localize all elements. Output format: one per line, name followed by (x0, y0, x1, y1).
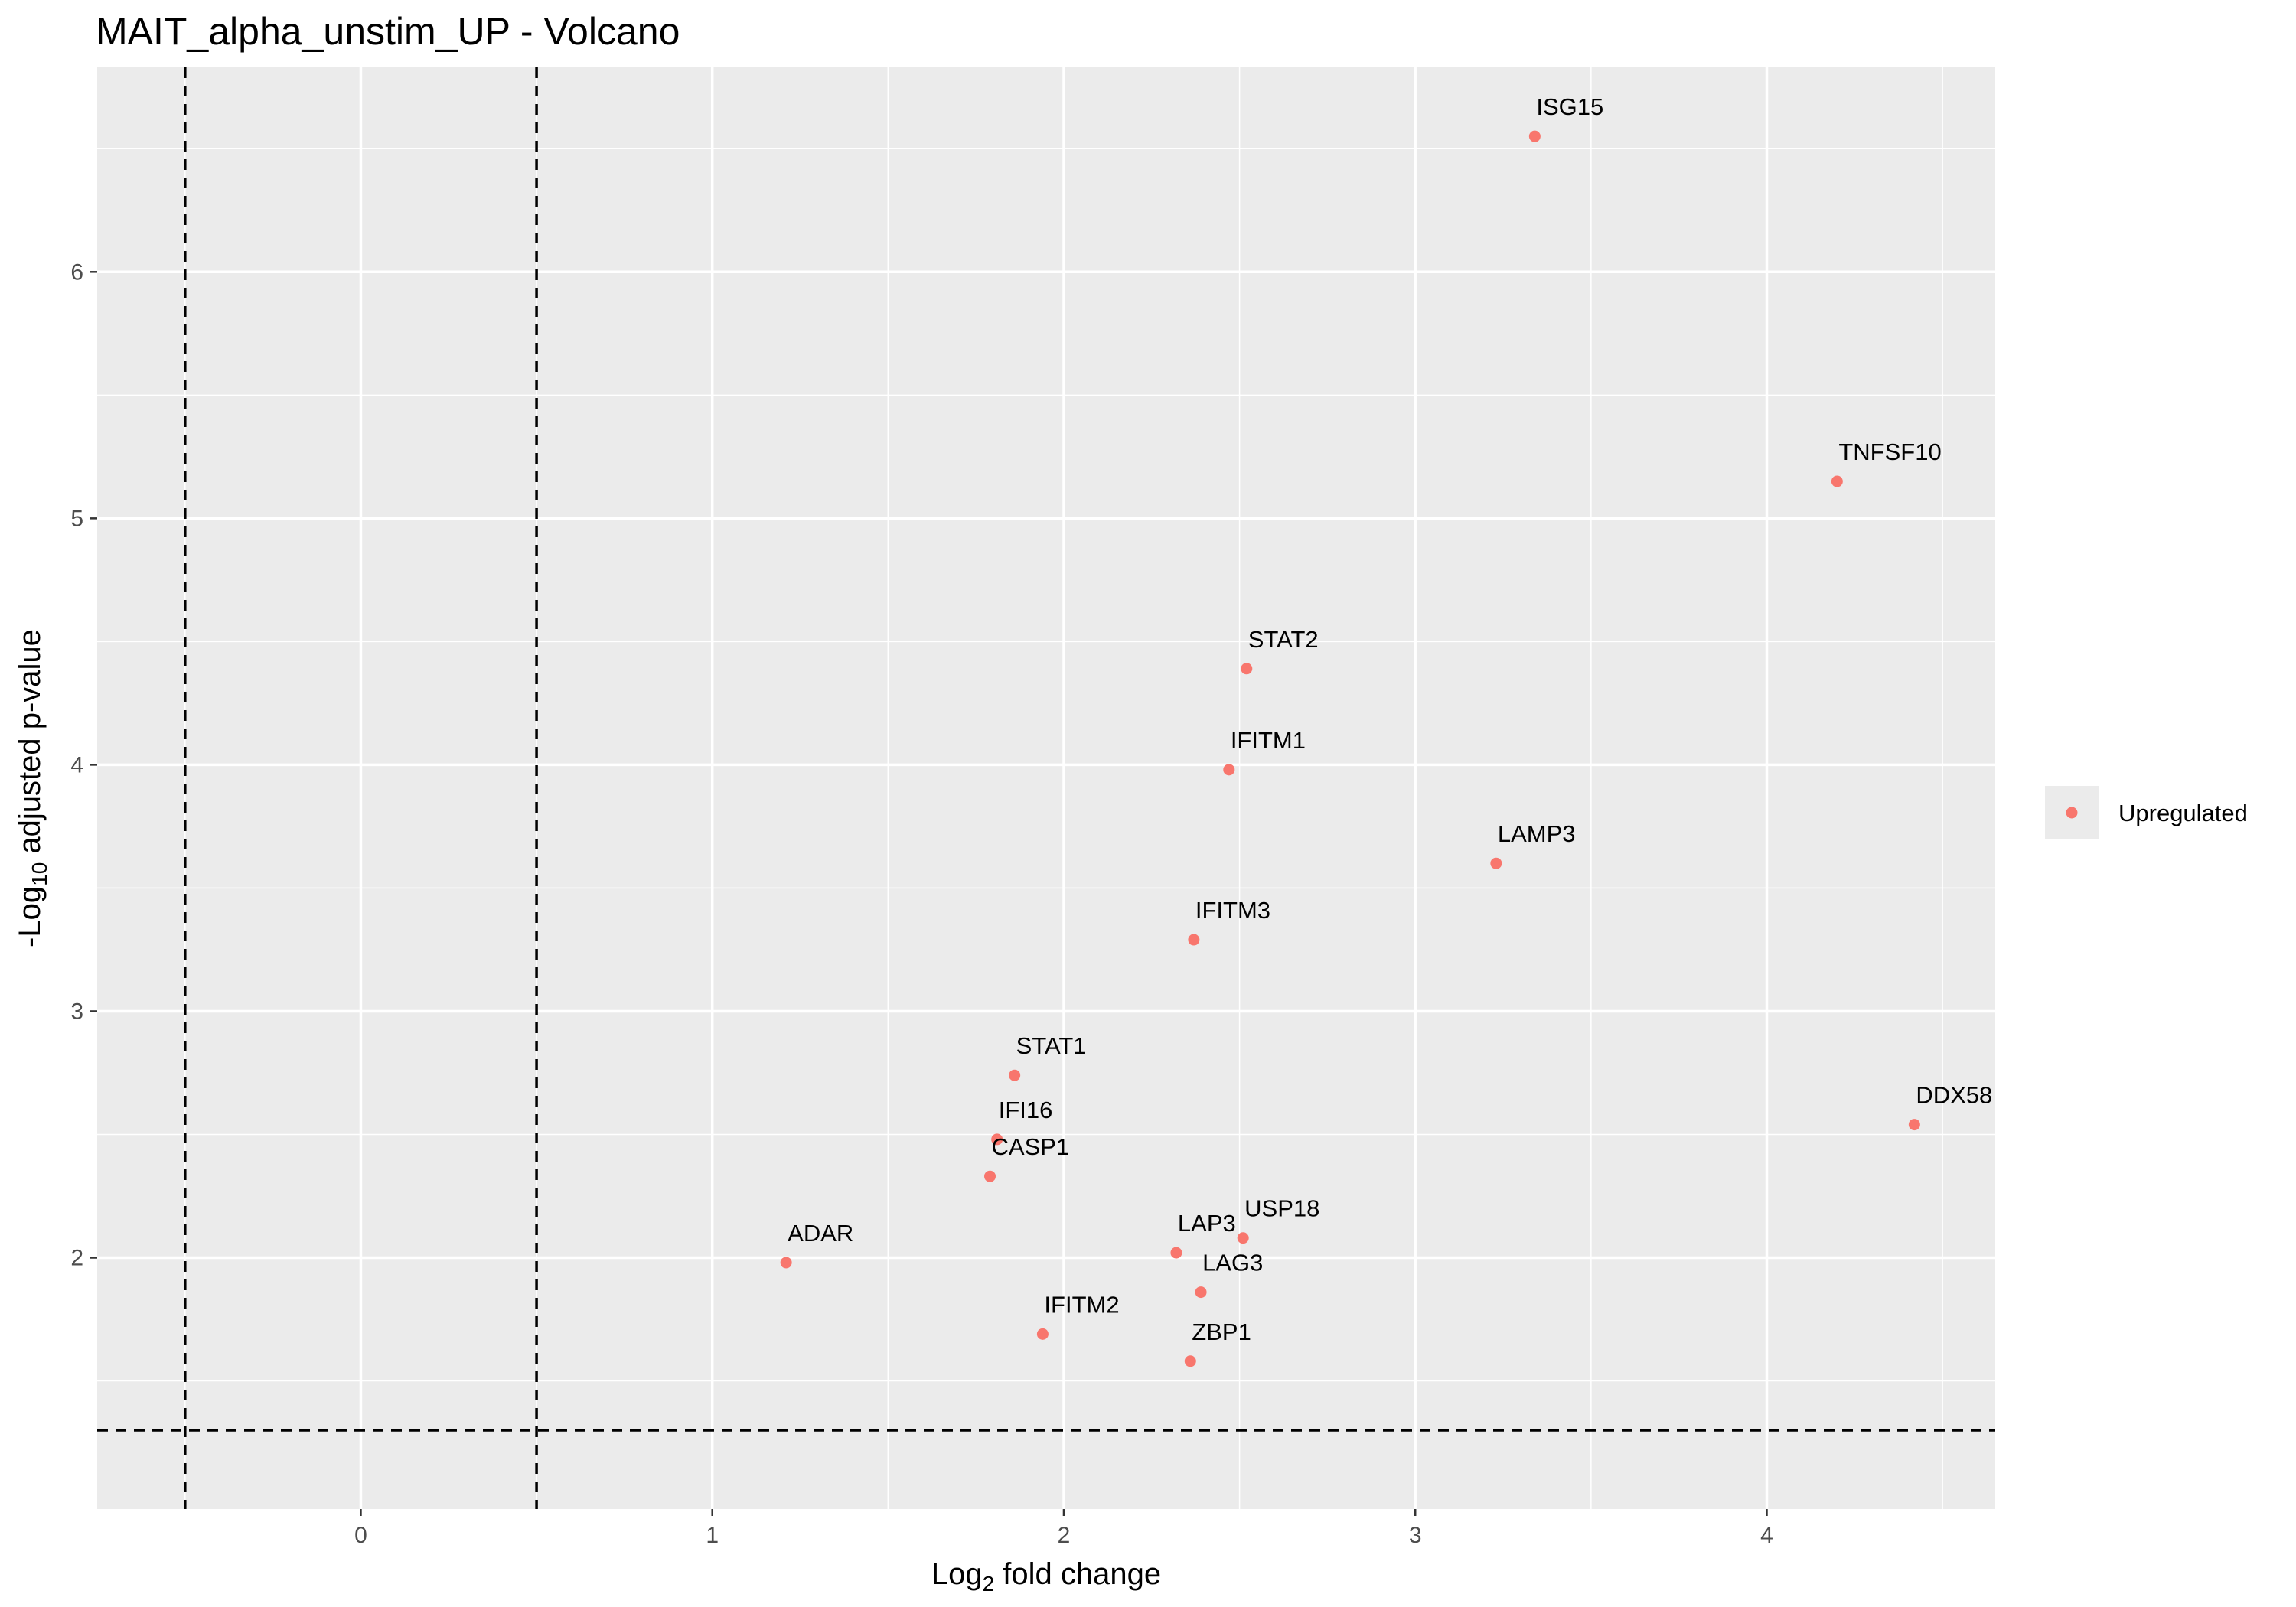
data-point-label: CASP1 (992, 1133, 1070, 1160)
data-point-label: LAG3 (1202, 1250, 1263, 1276)
data-point-label: USP18 (1244, 1195, 1319, 1222)
data-point (984, 1170, 996, 1182)
data-point (1195, 1286, 1207, 1299)
data-point-label: ISG15 (1536, 93, 1603, 120)
data-point-label: TNFSF10 (1838, 438, 1941, 465)
data-point (1241, 663, 1253, 675)
data-point (1908, 1119, 1920, 1131)
plot-panel (97, 67, 1995, 1509)
y-tick-label: 2 (70, 1246, 83, 1271)
data-point (1223, 764, 1235, 776)
data-point-label: DDX58 (1916, 1082, 1992, 1109)
legend-key-point (2066, 807, 2078, 819)
y-axis-title: -Log10 adjusted p-value (13, 629, 51, 947)
data-point (1036, 1328, 1049, 1340)
data-point (1490, 857, 1502, 869)
data-point-label: IFITM1 (1231, 727, 1306, 754)
y-tick-label: 3 (70, 999, 83, 1024)
data-point (1188, 934, 1200, 946)
data-point-label: IFITM3 (1195, 897, 1270, 924)
data-point-label: LAP3 (1178, 1210, 1236, 1237)
data-point (1528, 130, 1541, 142)
x-tick-label: 2 (1058, 1523, 1071, 1548)
x-tick-label: 1 (706, 1523, 719, 1548)
data-point-label: IFITM2 (1044, 1291, 1119, 1318)
data-point-label: ZBP1 (1192, 1319, 1251, 1345)
data-point-label: STAT1 (1016, 1032, 1087, 1059)
data-point (1009, 1069, 1021, 1081)
data-point (1237, 1232, 1249, 1244)
y-tick-label: 6 (70, 259, 83, 285)
data-point-label: ADAR (788, 1220, 853, 1247)
data-point (1170, 1247, 1182, 1259)
x-tick-label: 0 (354, 1523, 367, 1548)
x-tick-label: 3 (1409, 1523, 1422, 1548)
x-axis-title: Log2 fold change (931, 1557, 1161, 1596)
data-point (1184, 1355, 1196, 1367)
chart-title: MAIT_alpha_unstim_UP - Volcano (96, 10, 680, 53)
x-tick-label: 4 (1760, 1523, 1773, 1548)
data-point (991, 1133, 1003, 1146)
data-point-label: STAT2 (1248, 626, 1319, 653)
legend-label: Upregulated (2118, 800, 2248, 826)
data-point-label: IFI16 (999, 1097, 1053, 1123)
data-point (780, 1257, 792, 1269)
y-tick-label: 5 (70, 506, 83, 531)
y-tick-label: 4 (70, 752, 83, 777)
data-point-label: LAMP3 (1498, 820, 1576, 847)
data-point (1831, 475, 1843, 487)
